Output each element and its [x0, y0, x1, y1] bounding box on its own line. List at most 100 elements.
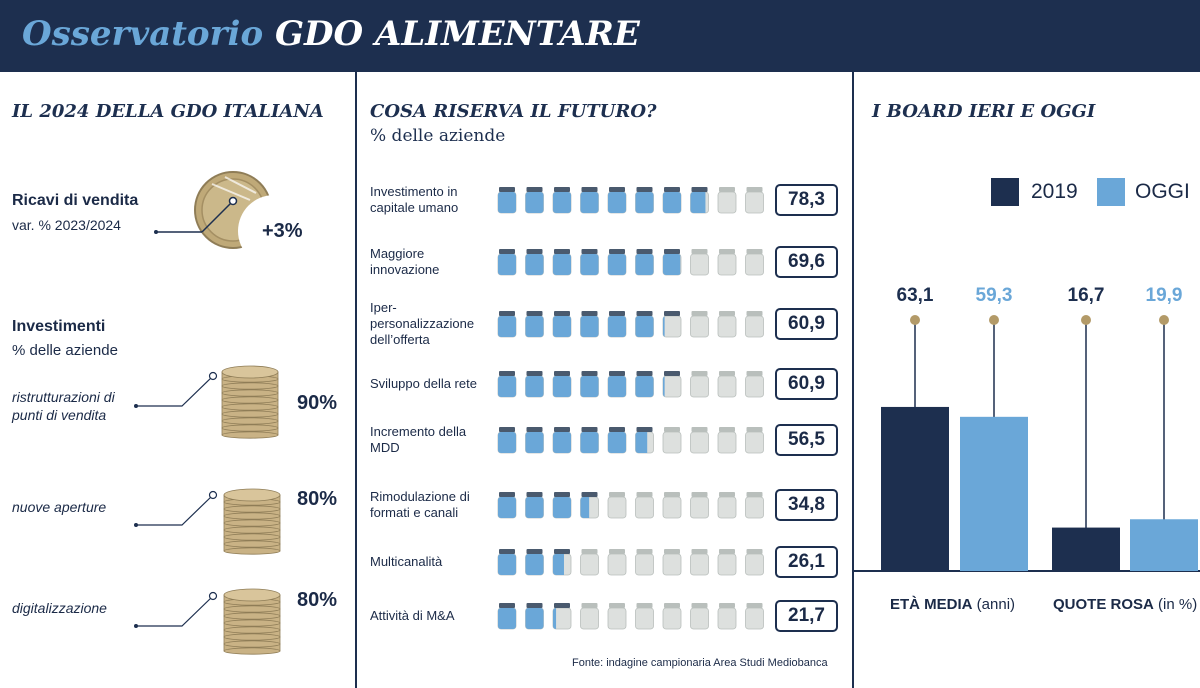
- jar-fill: [525, 554, 544, 575]
- jar-icon: [497, 187, 517, 214]
- investments-label: Investimenti: [12, 318, 106, 335]
- jar-icon: [717, 549, 737, 576]
- jar-fill: [663, 254, 681, 275]
- jar-icon: [690, 187, 709, 214]
- jar-icon: [745, 371, 764, 398]
- jar-icon: [580, 371, 599, 398]
- board-bar: [1130, 519, 1198, 571]
- group-title-quote-rosa: QUOTE ROSA: [1053, 596, 1154, 613]
- future-row-label: Incremento della MDD: [370, 424, 467, 455]
- future-row: Maggiore innovazione 69,6: [370, 240, 840, 284]
- board-bar-value: 63,1: [896, 285, 934, 306]
- jar-icon: [635, 603, 654, 630]
- future-row: Multicanalità 26,1: [370, 540, 840, 584]
- jar-icon: [745, 603, 764, 630]
- jar-fill: [580, 254, 599, 275]
- jar-fill: [553, 554, 564, 575]
- jar-icon: [552, 249, 572, 276]
- jar-row: [497, 603, 764, 630]
- jar-icon: [662, 371, 682, 398]
- board-bar: [881, 406, 949, 571]
- jar-fill: [608, 376, 626, 397]
- jar-fill: [580, 497, 590, 518]
- jar-icon: [690, 492, 709, 519]
- jar-fill: [553, 376, 571, 397]
- board-bar-value: 16,7: [1067, 285, 1105, 306]
- jar-icon: [552, 371, 572, 398]
- board-stem-dot: [1159, 315, 1169, 325]
- group-unit-quote-rosa: (in %): [1158, 596, 1198, 613]
- coin-pie-icon: [194, 171, 310, 267]
- board-bar: [960, 416, 1028, 571]
- jar-icon: [607, 249, 627, 276]
- investment-label-ristrutturazioni: ristrutturazioni di punti di vendita: [12, 389, 115, 423]
- jar-icon: [662, 311, 682, 338]
- jar-icon: [690, 549, 709, 576]
- jar-icon: [580, 311, 599, 338]
- jar-fill: [690, 192, 706, 213]
- future-row: Iper-personalizzazione dell’offerta 60,9: [370, 300, 840, 347]
- column-divider-left: [355, 72, 357, 688]
- jar-icon: [662, 603, 682, 630]
- future-row-label: Attività di M&A: [370, 608, 455, 623]
- jar-icon: [690, 371, 709, 398]
- jar-icon: [580, 492, 599, 519]
- jar-icon: [745, 427, 764, 454]
- legend-label-2019: 2019: [1031, 180, 1078, 203]
- jar-icon: [690, 249, 709, 276]
- middle-section-subtitle: % delle aziende: [370, 126, 506, 146]
- jar-icon: [717, 187, 737, 214]
- jar-icon: [607, 371, 627, 398]
- future-row-value: 60,9: [775, 368, 838, 400]
- jar-fill: [553, 316, 571, 337]
- revenue-value: +3%: [262, 220, 303, 242]
- jar-icon: [635, 427, 654, 454]
- jar-icon: [580, 187, 599, 214]
- leader-line-ristrutturazioni: [136, 375, 214, 407]
- board-bar-value: 59,3: [975, 285, 1013, 306]
- investment-label-digitalizzazione: digitalizzazione: [12, 600, 107, 616]
- jar-row: [497, 549, 764, 576]
- jar-icon: [745, 492, 764, 519]
- jar-fill: [525, 497, 544, 518]
- jar-fill: [525, 316, 544, 337]
- jar-icon: [552, 603, 572, 630]
- source-note: Fonte: indagine campionaria Area Studi M…: [572, 657, 828, 669]
- future-row-label: Rimodulazione di formati e canali: [370, 489, 470, 520]
- revenue-sublabel: var. % 2023/2024: [12, 217, 121, 233]
- group-title-eta-media: ETÀ MEDIA: [890, 596, 973, 613]
- jar-icon: [607, 311, 627, 338]
- jar-icon: [525, 187, 544, 214]
- left-section-title: IL 2024 DELLA GDO ITALIANA: [12, 101, 324, 122]
- jar-row: [497, 492, 764, 519]
- legend-swatch-oggi: [1097, 178, 1125, 206]
- group-label-quote-rosa: QUOTE ROSA (in %): [1053, 596, 1197, 613]
- jar-fill: [553, 432, 571, 453]
- jar-fill: [525, 608, 544, 629]
- jar-fill: [498, 316, 516, 337]
- jar-icon: [717, 492, 737, 519]
- board-bar-value: 19,9: [1145, 285, 1183, 306]
- jar-fill: [663, 316, 665, 337]
- jar-fill: [498, 497, 516, 518]
- future-row-label: Sviluppo della rete: [370, 376, 477, 391]
- jar-icon: [690, 603, 709, 630]
- investment-value-digitalizzazione: 80%: [297, 589, 338, 611]
- jar-fill: [553, 497, 571, 518]
- leader-line-nuove-aperture: [136, 494, 214, 526]
- future-row: Attività di M&A 21,7: [370, 594, 840, 638]
- jar-fill: [498, 608, 516, 629]
- board-stem-dot: [989, 315, 999, 325]
- future-row-value: 69,6: [775, 246, 838, 278]
- jar-fill: [635, 192, 654, 213]
- future-row: Incremento della MDD 56,5: [370, 418, 840, 462]
- jar-icon: [497, 549, 517, 576]
- right-section-title: I BOARD IERI E OGGI: [872, 101, 1096, 122]
- jar-icon: [580, 549, 599, 576]
- jar-icon: [635, 311, 654, 338]
- jar-icon: [497, 492, 517, 519]
- jar-icon: [525, 371, 544, 398]
- jar-fill: [580, 432, 599, 453]
- legend-swatch-2019: [991, 178, 1019, 206]
- jar-icon: [580, 249, 599, 276]
